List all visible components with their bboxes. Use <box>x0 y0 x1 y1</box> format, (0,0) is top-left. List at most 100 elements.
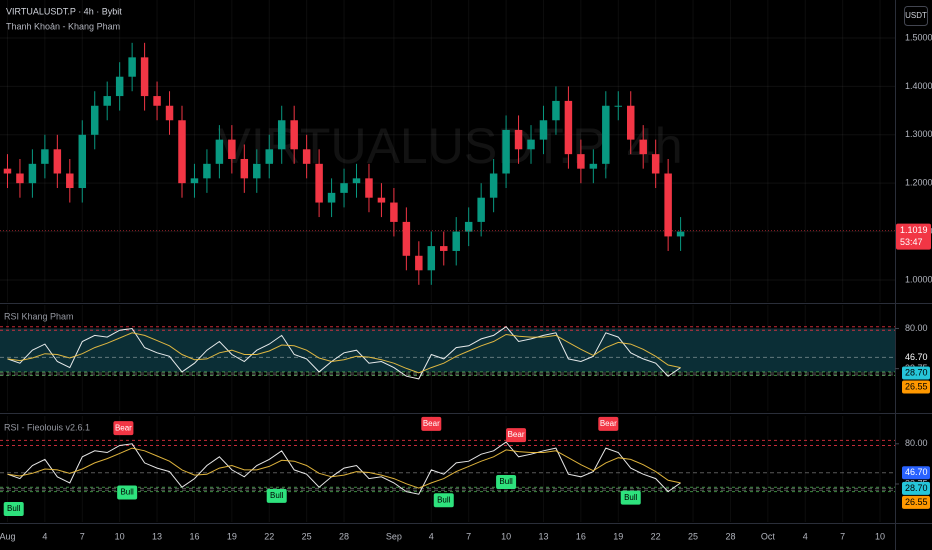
candle-body <box>514 129 523 150</box>
candle-body <box>377 197 386 203</box>
value-tag-label: 26.55 <box>905 381 928 391</box>
y-tick-label: 1.3000 <box>905 129 932 139</box>
signal-label: Bull <box>7 504 21 513</box>
x-tick-label: 10 <box>875 531 885 541</box>
candle-body <box>115 76 124 97</box>
candle-body <box>215 139 224 164</box>
signal-label-box <box>3 501 24 516</box>
x-tick-label: Aug <box>0 531 15 541</box>
candle-body <box>602 105 610 164</box>
x-tick-label: 16 <box>576 531 586 541</box>
candle-body <box>614 105 623 107</box>
signal-label-box <box>421 416 442 431</box>
x-tick-label: 25 <box>688 531 698 541</box>
last-price-tag <box>896 223 931 250</box>
candle-body <box>340 183 348 193</box>
x-tick-label: 7 <box>840 531 845 541</box>
rsi-line <box>7 332 681 374</box>
x-tick-label: Sep <box>386 531 402 541</box>
value-tag-label: 28.70 <box>905 367 928 377</box>
candle-body <box>352 178 361 184</box>
currency-button[interactable] <box>904 6 928 26</box>
candle-body <box>365 178 373 198</box>
signal-label-box <box>620 490 641 505</box>
candle-body <box>103 96 111 106</box>
x-tick-label: 13 <box>538 531 548 541</box>
x-tick-label: 19 <box>613 531 623 541</box>
y-tick-label: 80.00 <box>905 323 928 333</box>
countdown: 53:47 <box>900 237 923 247</box>
candle-body <box>589 163 598 169</box>
value-tag <box>902 380 930 394</box>
candle-body <box>676 231 685 237</box>
value-tag-label: 26.55 <box>905 497 928 507</box>
x-tick-label: 25 <box>302 531 312 541</box>
candle-body <box>16 173 24 184</box>
signal-label-box <box>433 493 454 508</box>
x-tick-label: 13 <box>152 531 162 541</box>
candle-body <box>203 163 211 179</box>
y-tick-label: 1.5000 <box>905 32 932 42</box>
value-tag <box>902 466 930 480</box>
candle-body <box>427 246 436 271</box>
candle-body <box>153 96 161 106</box>
value-tag <box>902 495 930 509</box>
value-tag-label: 46.70 <box>905 467 928 477</box>
symbol-title: VIRTUALUSDT.P · 4h · Bybit <box>6 6 122 16</box>
x-tick-label: 4 <box>803 531 808 541</box>
x-tick-label: 7 <box>466 531 471 541</box>
signal-label: Bull <box>624 493 638 502</box>
candle-body <box>165 105 174 121</box>
signal-label: Bear <box>600 419 617 428</box>
currency-label[interactable]: USDT <box>905 11 927 20</box>
y-tick-label: 1.4000 <box>905 81 932 91</box>
candle-body <box>78 134 87 189</box>
y-tick-label: 1.2000 <box>905 178 932 188</box>
pane-title: RSI Khang Pham <box>4 311 74 321</box>
candle-body <box>41 149 49 164</box>
candle-body <box>327 192 336 203</box>
candle-body <box>90 105 99 135</box>
candle-body <box>265 149 273 164</box>
candle-body <box>440 246 448 251</box>
candle-body <box>290 120 298 150</box>
last-price-label: 1.1019 <box>900 225 928 235</box>
signal-label-box <box>266 488 287 503</box>
candle-body <box>128 57 136 77</box>
x-tick-label: 19 <box>227 531 237 541</box>
signal-label-box <box>496 475 517 490</box>
signal-label: Bull <box>499 477 513 486</box>
signal-label-box <box>113 421 134 436</box>
x-tick-label: 10 <box>501 531 511 541</box>
candle-body <box>402 221 411 256</box>
watermark: VIRTUALUSDT.P, 4h <box>217 118 682 174</box>
signal-label: Bear <box>423 419 440 428</box>
candle-body <box>564 100 573 155</box>
candle-body <box>315 163 323 203</box>
rsi-line <box>7 326 681 380</box>
x-tick-label: 22 <box>651 531 661 541</box>
candle-body <box>228 139 236 159</box>
candle-body <box>53 149 62 174</box>
candle-body <box>539 120 548 140</box>
value-tag-label: 46.70 <box>905 352 928 362</box>
candle-body <box>502 129 510 174</box>
indicator-name: Thanh Khoản - Khang Pham <box>6 21 120 31</box>
candle-body <box>552 100 560 121</box>
value-tag <box>902 350 930 364</box>
candle-body <box>452 231 460 251</box>
x-tick-label: 10 <box>115 531 125 541</box>
x-tick-label: 7 <box>80 531 85 541</box>
candle-body <box>477 197 485 222</box>
candle-body <box>28 163 37 184</box>
x-tick-label: 16 <box>189 531 199 541</box>
rsi-line <box>7 441 681 495</box>
x-tick-label: 22 <box>264 531 274 541</box>
candle-body <box>639 139 647 155</box>
candle-body <box>277 120 286 150</box>
candle-body <box>464 221 473 232</box>
value-tag <box>902 366 930 380</box>
signal-label-box <box>117 485 138 500</box>
